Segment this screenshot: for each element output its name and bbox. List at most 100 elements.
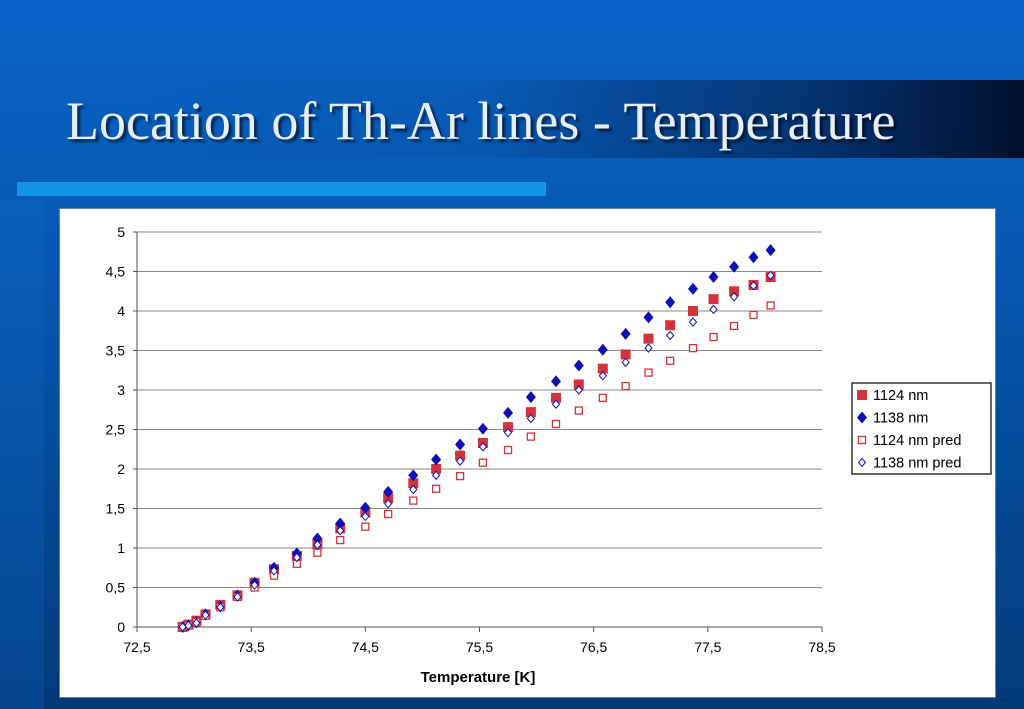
data-point [384, 499, 393, 509]
x-tick-label: 73,5 [238, 639, 265, 655]
left-edge-strip [0, 200, 44, 709]
legend-label: 1138 nm [873, 411, 928, 427]
data-point [687, 282, 698, 295]
x-tick-label: 75,5 [466, 639, 493, 655]
data-point [766, 270, 775, 281]
data-point [312, 532, 323, 545]
y-tick-label: 3,5 [106, 343, 126, 359]
x-tick-label: 76,5 [580, 639, 607, 655]
data-point [621, 381, 630, 391]
legend-label: 1138 nm pred [873, 456, 961, 472]
x-tick-labels: 72,5 73,5 74,5 75,5 76,5 77,5 78,5 [123, 639, 835, 655]
data-point [383, 493, 394, 504]
data-point [598, 393, 607, 403]
data-point [688, 317, 698, 327]
data-point [620, 327, 631, 340]
data-point [431, 470, 441, 481]
data-point [709, 304, 718, 315]
x-tick-label: 77,5 [694, 639, 721, 655]
data-point [292, 552, 301, 563]
scatter-chart: 0 0,5 1 1,5 2 2,5 3 3,5 4 4,5 5 72,5 73,5 74,5 75,5 76… [106, 224, 992, 686]
data-point [574, 406, 583, 415]
data-point [709, 332, 718, 342]
data-point [361, 511, 370, 522]
data-point [708, 271, 719, 284]
grid-lines [137, 231, 822, 588]
data-point [550, 392, 561, 403]
series-1138-nm-pred [178, 270, 775, 632]
y-tick-labels: 0 0,5 1 1,5 2 2,5 3 3,5 4 4,5 5 [106, 224, 126, 635]
data-point [620, 349, 631, 360]
data-point [409, 496, 418, 505]
data-point [478, 442, 488, 452]
legend-box [851, 382, 992, 475]
data-point [384, 509, 393, 519]
legend-marker [857, 435, 867, 445]
slide-title: Location of Th-Ar lines - Temperature [66, 91, 896, 151]
data-point [503, 422, 514, 433]
data-point [525, 407, 536, 418]
x-tick-label: 74,5 [352, 639, 379, 655]
x-tick-label: 72,5 [123, 639, 150, 655]
y-tick-label: 5 [117, 224, 125, 240]
series-1124-nm-pred [178, 301, 775, 632]
data-point [597, 363, 608, 374]
data-point [644, 343, 653, 353]
data-point [687, 306, 698, 316]
data-point [192, 618, 201, 628]
legend: 1124 nm 1138 nm 1124 nm pred 1138 nm pred [851, 382, 992, 475]
data-point [477, 422, 488, 435]
series-1138-nm [177, 244, 776, 633]
data-point [455, 438, 466, 451]
data-point [551, 399, 561, 409]
y-tick-label: 0 [117, 619, 125, 635]
y-tick-label: 4 [117, 303, 125, 319]
data-point [408, 478, 419, 489]
data-point [666, 356, 675, 365]
data-point [573, 359, 584, 372]
legend-label: 1124 nm [873, 388, 928, 404]
data-point [729, 321, 739, 331]
data-point [455, 471, 465, 481]
data-point [361, 522, 370, 531]
data-point [478, 458, 488, 467]
data-point [749, 280, 758, 291]
data-point [336, 525, 345, 536]
data-point [526, 432, 536, 441]
data-point [431, 464, 442, 474]
data-point [269, 566, 279, 576]
legend-marker [857, 390, 867, 400]
data-point [233, 592, 242, 602]
x-tick-label: 78,5 [808, 639, 835, 655]
y-tick-label: 1,5 [106, 501, 126, 517]
data-point [766, 301, 775, 310]
title-band [40, 80, 1024, 158]
data-point [765, 244, 776, 257]
data-point [729, 292, 739, 302]
data-point [455, 456, 465, 466]
data-point [201, 610, 210, 620]
data-point [574, 385, 583, 395]
data-point [503, 427, 513, 438]
data-point [665, 320, 676, 331]
data-point [644, 368, 653, 377]
data-point [665, 296, 676, 309]
y-tick-label: 1 [117, 540, 125, 556]
data-point [313, 548, 322, 557]
data-points [177, 244, 776, 633]
data-point [550, 375, 561, 388]
data-point [688, 343, 698, 353]
y-tick-label: 2,5 [106, 422, 126, 438]
y-tick-label: 4,5 [106, 264, 126, 280]
data-point [503, 445, 513, 455]
data-point [748, 251, 759, 264]
axes [133, 231, 823, 632]
data-point [665, 330, 675, 341]
data-point [250, 580, 259, 590]
y-tick-label: 2 [117, 461, 125, 477]
data-point [526, 413, 536, 424]
data-point [336, 535, 345, 545]
data-point [409, 484, 418, 495]
data-point [455, 450, 466, 461]
x-axis-label: Temperature [K] [421, 669, 536, 686]
